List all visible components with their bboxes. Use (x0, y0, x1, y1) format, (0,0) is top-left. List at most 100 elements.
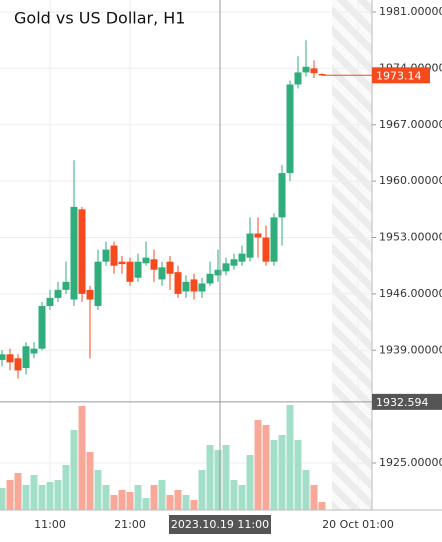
volume-bar (206, 445, 214, 510)
volume-bar (230, 480, 238, 510)
candle-body (134, 261, 142, 278)
volume-bar (294, 440, 302, 510)
volume-bar (118, 490, 126, 510)
y-tick-label: 1967.00000 (379, 118, 442, 131)
volume-bar (134, 485, 142, 510)
candle-body (78, 209, 86, 294)
volume-bar (46, 482, 54, 510)
candle-body (222, 263, 230, 272)
volume-bar (142, 498, 150, 510)
crosshair-x-label: 2023.10.19 11:00 (171, 518, 269, 531)
volume-bar (6, 480, 14, 510)
volume-bar (286, 405, 294, 510)
candle-body (190, 279, 198, 292)
crosshair-x-box (169, 515, 271, 534)
crosshair-y-box (372, 393, 442, 410)
volume-bar (38, 485, 46, 510)
candle-body (238, 253, 246, 262)
y-tick-label: 1960.00000 (379, 174, 442, 187)
candle-body (230, 259, 238, 266)
volume-bar (254, 420, 262, 510)
volume-bar (222, 445, 230, 510)
candle-body (142, 257, 150, 264)
volume-bar (150, 485, 158, 510)
y-tick-label: 1981.00000 (379, 5, 442, 18)
volume-bar (94, 470, 102, 510)
volume-bar (22, 485, 30, 510)
volume-bar (238, 485, 246, 510)
candle-body (126, 261, 134, 282)
volume-bar (14, 473, 22, 510)
volume-bar (110, 495, 118, 510)
candle-body (166, 261, 174, 274)
y-tick-label: 1939.00000 (379, 343, 442, 356)
candle-body (54, 289, 62, 298)
marks (0, 40, 326, 510)
volume-bar (126, 492, 134, 510)
volume-bar (62, 465, 70, 510)
candle-body (278, 173, 286, 218)
volume-bar (302, 470, 310, 510)
candle-body (118, 261, 126, 265)
candle-body (38, 305, 46, 349)
volume-bar (78, 406, 86, 510)
candle-body (206, 273, 214, 284)
candle-body (150, 259, 158, 270)
candle-body (254, 233, 262, 238)
x-tick-label: 20 Oct 01:00 (322, 518, 394, 531)
candle-body (86, 289, 94, 300)
candle-body (214, 269, 222, 276)
volume-bar (70, 430, 78, 510)
candle-body (182, 281, 190, 292)
chart-title: Gold vs US Dollar, H1 (14, 9, 185, 28)
future-area (332, 0, 372, 510)
candle-body (0, 354, 6, 360)
volume-bar (246, 455, 254, 510)
volume-bar (190, 500, 198, 510)
grid: 1981.000001974.000001967.000001960.00000… (0, 0, 442, 531)
volume-bar (0, 488, 6, 510)
candle-body (94, 261, 102, 306)
volume-bar (198, 470, 206, 510)
candle-body (302, 66, 310, 73)
candle-body (294, 72, 302, 85)
x-tick-label: 11:00 (34, 518, 66, 531)
volume-bar (30, 475, 38, 510)
candle-body (6, 354, 14, 363)
volume-bar (54, 480, 62, 510)
candle-body (22, 346, 30, 369)
volume-bar (182, 495, 190, 510)
y-tick-label: 1953.00000 (379, 231, 442, 244)
y-tick-label: 1946.00000 (379, 287, 442, 300)
candle-body (310, 68, 318, 74)
candle-body (110, 245, 118, 266)
candle-body (46, 297, 54, 306)
candle-body (246, 233, 254, 258)
volume-bar (270, 440, 278, 510)
volume-bar (158, 480, 166, 510)
volume-bar (102, 485, 110, 510)
last-price-box (372, 67, 430, 84)
crosshair-y-label: 1932.594 (376, 396, 429, 409)
candle-body (70, 206, 78, 300)
y-tick-label: 1925.00000 (379, 456, 442, 469)
candle-body (62, 281, 70, 290)
volume-bar (262, 425, 270, 510)
volume-bar (318, 502, 326, 510)
candle-body (102, 249, 110, 262)
candle-body (318, 74, 326, 76)
volume-bar (86, 452, 94, 510)
candle-body (14, 358, 22, 371)
volume-bar (310, 485, 318, 510)
volume-bar (166, 495, 174, 510)
volume-bar (214, 450, 222, 510)
candle-body (286, 84, 294, 174)
candle-body (158, 267, 166, 280)
volume-bar (174, 490, 182, 510)
candle-body (30, 348, 38, 354)
candle-body (174, 272, 182, 294)
candle-body (198, 283, 206, 292)
x-tick-label: 21:00 (114, 518, 146, 531)
